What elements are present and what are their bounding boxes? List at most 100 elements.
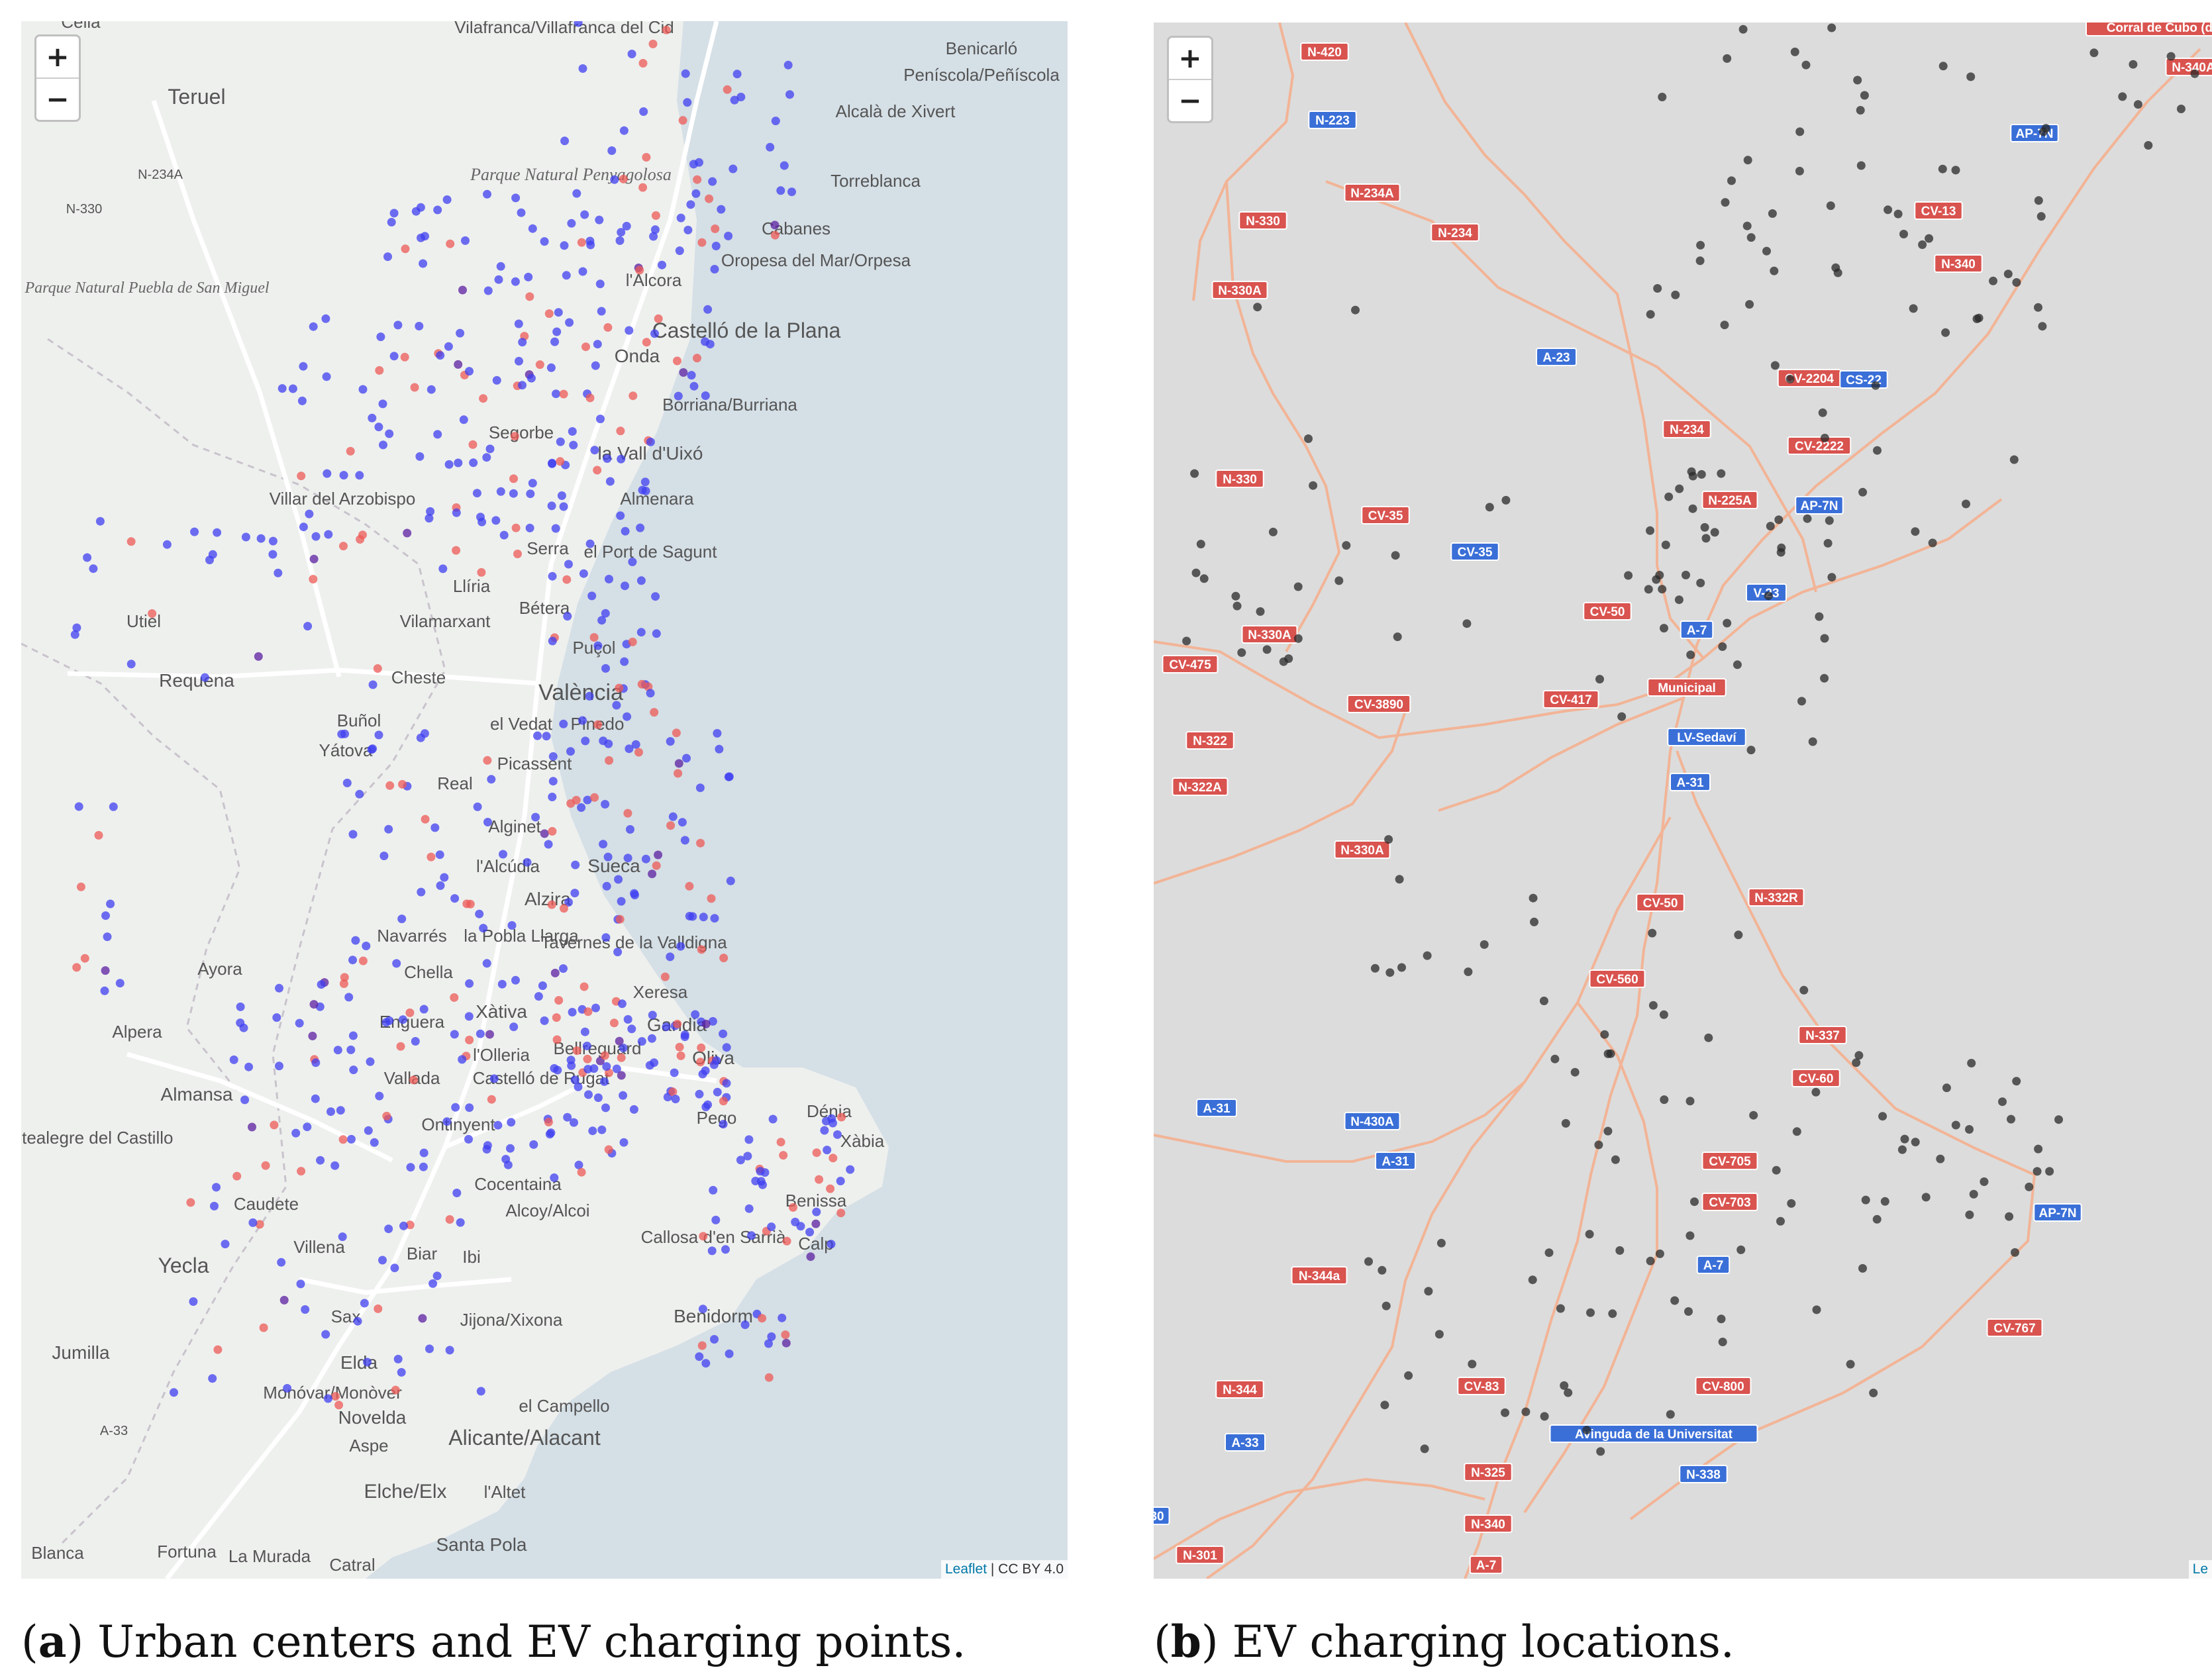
charging-point-marker[interactable] (240, 1095, 250, 1105)
charging-point-marker[interactable] (725, 772, 734, 781)
charging-point-marker[interactable] (435, 850, 444, 860)
charging-location-marker[interactable] (1856, 161, 1866, 170)
charging-point-marker[interactable] (417, 233, 425, 242)
charging-point-marker[interactable] (248, 1218, 258, 1227)
urban-center-marker[interactable] (666, 821, 676, 830)
charging-point-marker[interactable] (419, 259, 428, 268)
charging-location-marker[interactable] (1594, 1140, 1603, 1150)
charging-point-marker[interactable] (374, 730, 383, 740)
urban-center-marker[interactable] (148, 609, 157, 618)
urban-center-marker[interactable] (255, 1220, 264, 1229)
charging-point-marker[interactable] (433, 430, 442, 439)
charging-location-marker[interactable] (1600, 1030, 1609, 1039)
charging-point-marker[interactable] (743, 1152, 752, 1161)
charging-point-marker[interactable] (355, 471, 364, 480)
urban-center-marker[interactable] (339, 979, 348, 988)
charging-location-marker[interactable] (1521, 1407, 1531, 1416)
charging-location-marker[interactable] (2039, 127, 2048, 136)
charging-point-marker[interactable] (607, 146, 617, 155)
charging-location-marker[interactable] (1561, 1118, 1570, 1128)
charging-location-marker[interactable] (1284, 654, 1293, 664)
urban-center-marker[interactable] (186, 1198, 195, 1207)
charging-point-marker[interactable] (662, 1022, 671, 1032)
charging-point-marker[interactable] (709, 1185, 718, 1195)
charging-point-marker[interactable] (534, 992, 543, 1001)
charging-point-marker[interactable] (636, 628, 646, 637)
charging-location-marker[interactable] (1900, 1134, 1909, 1144)
charging-point-marker[interactable] (236, 1002, 245, 1011)
urban-center-marker[interactable] (544, 1118, 553, 1126)
charging-point-marker[interactable] (384, 1224, 393, 1234)
charging-point-marker[interactable] (432, 1271, 442, 1281)
charging-location-marker[interactable] (1897, 1145, 1907, 1154)
charging-location-marker[interactable] (1749, 1111, 1758, 1120)
charging-point-marker[interactable] (348, 830, 358, 839)
charging-point-marker[interactable] (221, 1240, 230, 1249)
charging-point-marker[interactable] (390, 1263, 399, 1273)
charging-point-marker[interactable] (675, 246, 684, 256)
charging-point-marker[interactable] (747, 1231, 756, 1240)
charging-point-marker[interactable] (494, 275, 503, 284)
charging-point-marker[interactable] (629, 1105, 638, 1114)
charging-point-marker[interactable] (496, 262, 505, 271)
urban-center-marker[interactable] (600, 1051, 609, 1060)
urban-center-marker[interactable] (623, 809, 632, 818)
charging-point-marker[interactable] (579, 569, 588, 578)
urban-center-marker[interactable] (603, 323, 613, 332)
charging-location-marker[interactable] (1434, 1330, 1444, 1339)
charging-point-marker[interactable] (616, 511, 625, 520)
urban-center-marker[interactable] (479, 394, 488, 403)
charging-point-marker[interactable] (499, 850, 507, 859)
charging-point-marker[interactable] (676, 942, 685, 951)
charging-point-marker[interactable] (722, 1079, 731, 1088)
charging-point-marker[interactable] (205, 556, 214, 565)
overlap-marker[interactable] (418, 1314, 427, 1323)
urban-center-marker[interactable] (572, 1046, 581, 1056)
charging-point-marker[interactable] (451, 1103, 460, 1112)
urban-center-marker[interactable] (619, 174, 628, 183)
charging-location-marker[interactable] (1501, 495, 1511, 505)
urban-center-marker[interactable] (635, 266, 644, 275)
charging-location-marker[interactable] (1873, 446, 1882, 455)
charging-point-marker[interactable] (514, 319, 523, 328)
charging-point-marker[interactable] (717, 205, 726, 214)
charging-location-marker[interactable] (1965, 1125, 1974, 1134)
charging-location-marker[interactable] (1717, 1314, 1726, 1324)
charging-point-marker[interactable] (619, 126, 628, 135)
charging-location-marker[interactable] (2129, 60, 2138, 69)
urban-center-marker[interactable] (707, 894, 716, 903)
urban-center-marker[interactable] (126, 537, 136, 546)
charging-point-marker[interactable] (615, 236, 625, 245)
charging-location-marker[interactable] (1334, 576, 1344, 585)
charging-location-marker[interactable] (1742, 221, 1752, 230)
charging-location-marker[interactable] (1717, 469, 1726, 478)
charging-point-marker[interactable] (489, 1074, 499, 1083)
charging-point-marker[interactable] (623, 712, 632, 721)
charging-location-marker[interactable] (1529, 893, 1538, 903)
charging-location-marker[interactable] (1808, 737, 1817, 746)
charging-location-marker[interactable] (2176, 105, 2186, 113)
charging-point-marker[interactable] (419, 1162, 428, 1171)
charging-point-marker[interactable] (647, 1034, 656, 1043)
charging-location-marker[interactable] (1826, 201, 1835, 211)
charging-location-marker[interactable] (1734, 930, 1743, 940)
charging-point-marker[interactable] (597, 1125, 607, 1134)
charging-location-marker[interactable] (1965, 1211, 1974, 1219)
charging-point-marker[interactable] (496, 487, 505, 496)
charging-point-marker[interactable] (703, 1100, 713, 1109)
charging-point-marker[interactable] (544, 840, 553, 849)
urban-center-marker[interactable] (782, 1236, 791, 1246)
charging-location-marker[interactable] (2144, 141, 2153, 150)
charging-location-marker[interactable] (1969, 1189, 1978, 1199)
charging-location-marker[interactable] (1701, 534, 1711, 543)
charging-point-marker[interactable] (533, 731, 542, 740)
charging-location-marker[interactable] (1980, 1177, 1989, 1186)
charging-location-marker[interactable] (1745, 300, 1754, 309)
charging-location-marker[interactable] (1797, 697, 1806, 706)
charging-point-marker[interactable] (476, 1029, 485, 1038)
charging-point-marker[interactable] (605, 575, 613, 583)
urban-center-marker[interactable] (697, 945, 706, 954)
charging-point-marker[interactable] (487, 775, 496, 784)
charging-location-marker[interactable] (1998, 1097, 2007, 1107)
urban-center-marker[interactable] (628, 637, 637, 646)
